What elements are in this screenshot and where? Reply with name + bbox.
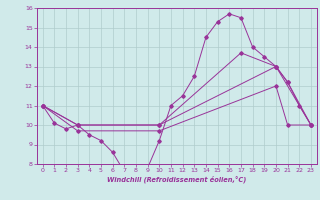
X-axis label: Windchill (Refroidissement éolien,°C): Windchill (Refroidissement éolien,°C): [107, 176, 246, 183]
